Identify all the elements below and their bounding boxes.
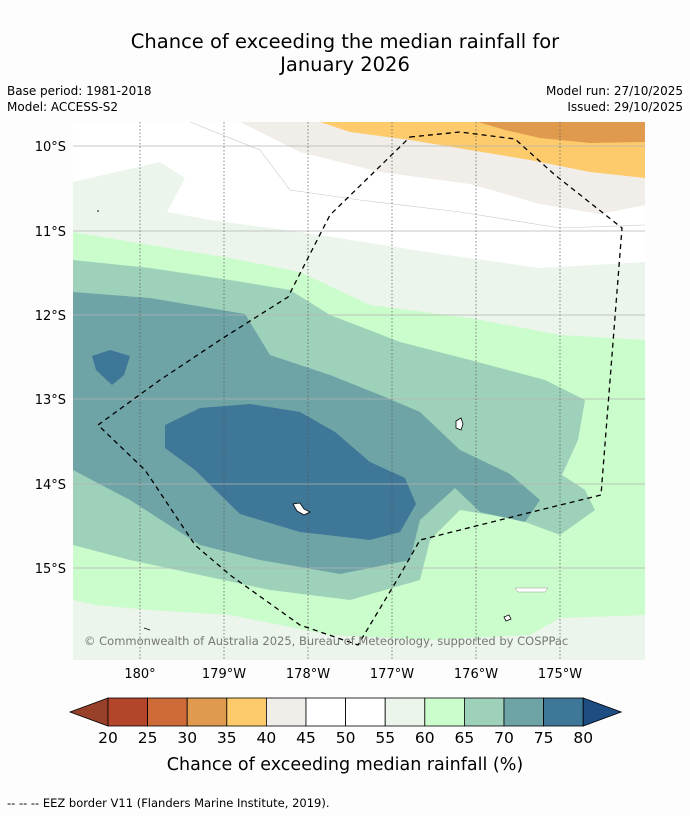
colorbar-swatch [503, 697, 544, 727]
colorbar-swatch [543, 697, 584, 727]
colorbar-swatch [147, 697, 188, 727]
colorbar-swatch [463, 697, 505, 727]
contour-small-patch [514, 587, 549, 593]
lon-label-175w: 175°W [538, 667, 582, 682]
island-wallis [292, 502, 311, 516]
lat-label-14s: 14°S [35, 478, 66, 493]
colorbar-swatch [107, 697, 148, 727]
copyright-text: © Commonwealth of Australia 2025, Bureau… [84, 634, 568, 648]
lon-label-176w: 176°W [454, 667, 498, 682]
right-meta: Model run: 27/10/2025 Issued: 29/10/2025 [546, 83, 683, 115]
lat-label-11s: 11°S [35, 225, 66, 240]
eez-footnote: -- -- -- EEZ border V11 (Flanders Marine… [7, 796, 330, 810]
lat-label-13s: 13°S [35, 393, 66, 408]
colorbar-tick-label: 25 [138, 729, 158, 747]
colorbar-swatch [384, 697, 426, 727]
left-meta: Base period: 1981-2018 Model: ACCESS-S2 [7, 83, 152, 115]
lon-label-180: 180° [124, 667, 155, 682]
colorbar-swatch [424, 697, 465, 727]
colorbar-swatch [305, 697, 346, 727]
colorbar-tick-label: 75 [534, 729, 554, 747]
colorbar-tick-label: 60 [415, 729, 435, 747]
colorbar-tick-label: 80 [573, 729, 593, 747]
contour-75-80 [165, 404, 416, 540]
issued-date: Issued: 29/10/2025 [567, 100, 683, 114]
island-tiny [143, 627, 151, 631]
island-futuna [455, 417, 464, 431]
lon-label-179w: 179°W [202, 667, 246, 682]
lon-label-177w: 177°W [370, 667, 414, 682]
map-title: Chance of exceeding the median rainfall … [0, 30, 690, 76]
colorbar: 20 25 30 35 40 45 50 55 60 65 70 75 80 [68, 697, 623, 747]
lon-labels: 180° 179°W 178°W 177°W 176°W 175°W [124, 667, 582, 682]
colorbar-tick-label: 20 [98, 729, 118, 747]
colorbar-swatch [265, 697, 307, 727]
lat-label-12s: 12°S [35, 309, 66, 324]
model-run: Model run: 27/10/2025 [545, 84, 683, 98]
model-name: Model: ACCESS-S2 [7, 100, 119, 114]
lon-label-178w: 178°W [286, 667, 330, 682]
colorbar-swatch [345, 697, 386, 727]
lat-label-15s: 15°S [35, 562, 66, 577]
base-period: Base period: 1981-2018 [7, 84, 152, 98]
colorbar-swatch [226, 697, 267, 727]
colorbar-tick-label: 70 [494, 729, 514, 747]
lat-label-10s: 10°S [35, 140, 66, 155]
eez-border [96, 131, 623, 646]
contour-75-80-small [92, 350, 130, 385]
colorbar-over-arrow [582, 697, 623, 727]
title-line-1: Chance of exceeding the median rainfall … [130, 30, 560, 53]
colorbar-label: Chance of exceeding median rainfall (%) [167, 755, 523, 775]
colorbar-tick-label: 55 [375, 729, 395, 747]
contour-30-35 [478, 122, 645, 143]
island-dot [97, 210, 99, 212]
island-small [503, 614, 512, 622]
colorbar-tick-label: 45 [296, 729, 316, 747]
contour-55-60 [73, 162, 645, 360]
forecast-map [73, 122, 645, 660]
colorbar-tick-label: 50 [336, 729, 356, 747]
colorbar-tick-label: 40 [257, 729, 277, 747]
colorbar-swatch [186, 697, 228, 727]
colorbar-tick-label: 30 [177, 729, 197, 747]
colorbar-tick-label: 35 [217, 729, 237, 747]
lat-labels: 10°S 11°S 12°S 13°S 14°S 15°S [35, 140, 66, 577]
colorbar-tick-label: 65 [455, 729, 475, 747]
colorbar-under-arrow [68, 697, 109, 727]
title-line-2: January 2026 [280, 53, 410, 76]
